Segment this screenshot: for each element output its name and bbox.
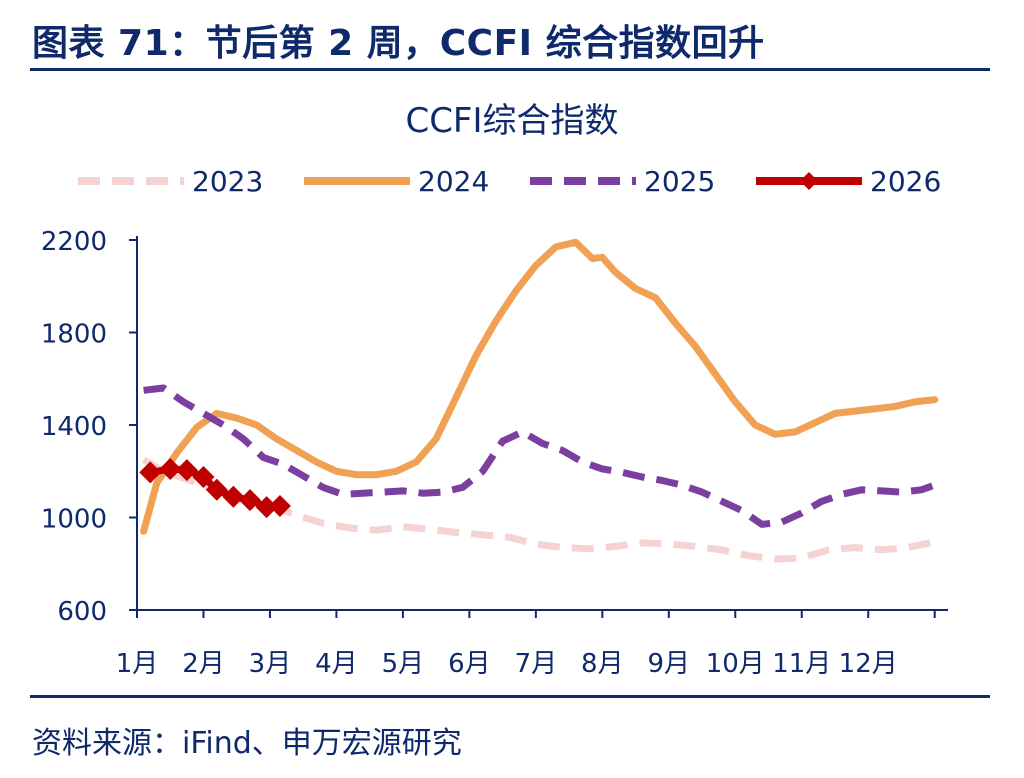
x-tick-label: 11月 bbox=[772, 649, 831, 679]
x-tick-label: 9月 bbox=[648, 649, 691, 679]
legend-label-2023: 2023 bbox=[192, 165, 263, 198]
data-point-2026 bbox=[239, 489, 262, 512]
x-tick-label: 5月 bbox=[382, 649, 425, 679]
chart-legend: 2023 2024 2025 2026 bbox=[78, 165, 941, 198]
legend-marker-2026 bbox=[800, 172, 818, 190]
x-tick-label: 7月 bbox=[515, 649, 558, 679]
series-line-2024 bbox=[140, 238, 939, 535]
chart-series bbox=[139, 238, 939, 563]
x-tick-label: 3月 bbox=[249, 649, 292, 679]
series-line-2025 bbox=[143, 384, 936, 528]
y-tick-label: 600 bbox=[57, 597, 107, 627]
data-point-2026 bbox=[139, 461, 162, 484]
data-point-2026 bbox=[268, 494, 291, 517]
x-tick-label: 2月 bbox=[182, 649, 225, 679]
x-tick-label: 4月 bbox=[315, 649, 358, 679]
x-tick-label: 6月 bbox=[448, 649, 491, 679]
y-tick-label: 1000 bbox=[41, 505, 107, 535]
legend-label-2025: 2025 bbox=[644, 165, 715, 198]
x-tick-label: 1月 bbox=[116, 649, 159, 679]
chart-axes: 600 1000 1400 1800 2200 1月 2月 3月 4月 5月 6月 7月 8月 9月 10月… bbox=[41, 227, 948, 679]
data-point-2026 bbox=[159, 457, 182, 480]
data-point-2026 bbox=[192, 466, 215, 489]
y-tick-label: 1400 bbox=[41, 412, 107, 442]
x-tick-label: 8月 bbox=[581, 649, 624, 679]
title-rule bbox=[30, 68, 990, 71]
y-tick-label: 2200 bbox=[41, 227, 107, 257]
ccfi-line-chart: CCFI综合指数 2023 2024 2025 2026 600 1000 1400 180… bbox=[41, 101, 948, 679]
legend-label-2026: 2026 bbox=[870, 165, 941, 198]
footer-rule bbox=[30, 695, 990, 698]
data-point-2026 bbox=[205, 478, 228, 501]
source-note: 资料来源：iFind、申万宏源研究 bbox=[32, 726, 462, 761]
x-tick-label: 10月 bbox=[706, 649, 765, 679]
data-point-2026 bbox=[175, 459, 198, 482]
data-point-2026 bbox=[255, 496, 278, 519]
chart-container: CCFI综合指数 2023 2024 2025 2026 600 1000 1400 180… bbox=[0, 72, 1024, 692]
figure-title: 图表 71：节后第 2 周，CCFI 综合指数回升 bbox=[32, 23, 765, 64]
chart-title: CCFI综合指数 bbox=[405, 101, 618, 141]
y-tick-label: 1800 bbox=[41, 320, 107, 350]
x-tick-label: 12月 bbox=[839, 649, 898, 679]
data-point-2026 bbox=[222, 485, 245, 508]
legend-label-2024: 2024 bbox=[418, 165, 489, 198]
